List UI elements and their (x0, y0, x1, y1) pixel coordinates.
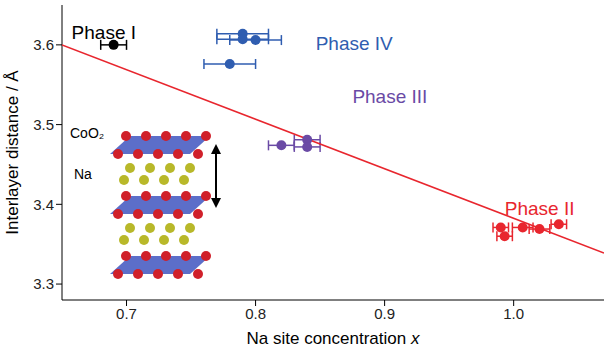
svg-text:Phase III: Phase III (352, 86, 427, 107)
svg-text:0.7: 0.7 (116, 305, 137, 322)
svg-text:3.4: 3.4 (33, 196, 54, 213)
svg-text:0.8: 0.8 (245, 305, 266, 322)
svg-text:Na site concentration x: Na site concentration x (247, 329, 420, 348)
svg-text:CoO₂: CoO₂ (70, 125, 104, 141)
svg-text:Phase I: Phase I (72, 22, 136, 43)
svg-text:Phase IV: Phase IV (316, 33, 393, 54)
svg-text:3.6: 3.6 (33, 36, 54, 53)
svg-text:3.5: 3.5 (33, 116, 54, 133)
svg-text:Na: Na (74, 166, 92, 182)
svg-text:Phase II: Phase II (505, 198, 575, 219)
svg-text:3.3: 3.3 (33, 275, 54, 292)
svg-text:Interlayer distance / Å: Interlayer distance / Å (3, 70, 22, 235)
svg-text:1.0: 1.0 (503, 305, 524, 322)
svg-text:0.9: 0.9 (374, 305, 395, 322)
